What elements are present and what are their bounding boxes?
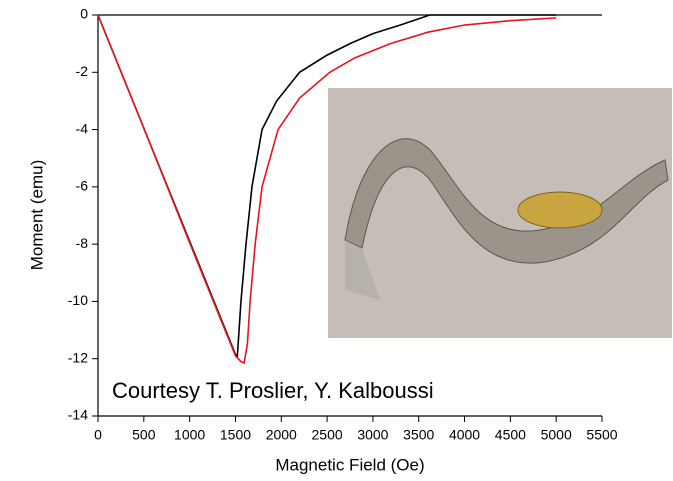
x-tick-label: 1500 bbox=[220, 427, 251, 443]
y-tick-label: -2 bbox=[76, 63, 89, 79]
annotation: Courtesy T. Proslier, Y. Kalboussi bbox=[112, 378, 434, 403]
x-tick-label: 500 bbox=[132, 427, 156, 443]
x-tick-label: 5000 bbox=[541, 427, 572, 443]
x-tick-label: 5500 bbox=[586, 427, 617, 443]
y-tick-label: -6 bbox=[76, 178, 89, 194]
series-line bbox=[97, 14, 557, 365]
y-tick-label: -12 bbox=[68, 349, 88, 365]
y-tick-label: -8 bbox=[76, 235, 89, 251]
y-tick-label: 0 bbox=[80, 6, 88, 22]
y-tick-label: -10 bbox=[68, 292, 88, 308]
x-tick-label: 2500 bbox=[312, 427, 343, 443]
x-axis-title: Magnetic Field (Oe) bbox=[275, 455, 424, 474]
x-tick-label: 4500 bbox=[495, 427, 526, 443]
x-tick-label: 1000 bbox=[174, 427, 205, 443]
y-tick-label: -14 bbox=[68, 407, 88, 423]
x-tick-label: 0 bbox=[94, 427, 102, 443]
y-axis-title: Moment (emu) bbox=[27, 160, 46, 271]
inset-photo bbox=[328, 88, 672, 338]
x-tick-label: 3500 bbox=[403, 427, 434, 443]
x-tick-label: 2000 bbox=[266, 427, 297, 443]
x-tick-label: 3000 bbox=[357, 427, 388, 443]
x-tick-label: 4000 bbox=[449, 427, 480, 443]
y-tick-label: -4 bbox=[76, 120, 89, 136]
